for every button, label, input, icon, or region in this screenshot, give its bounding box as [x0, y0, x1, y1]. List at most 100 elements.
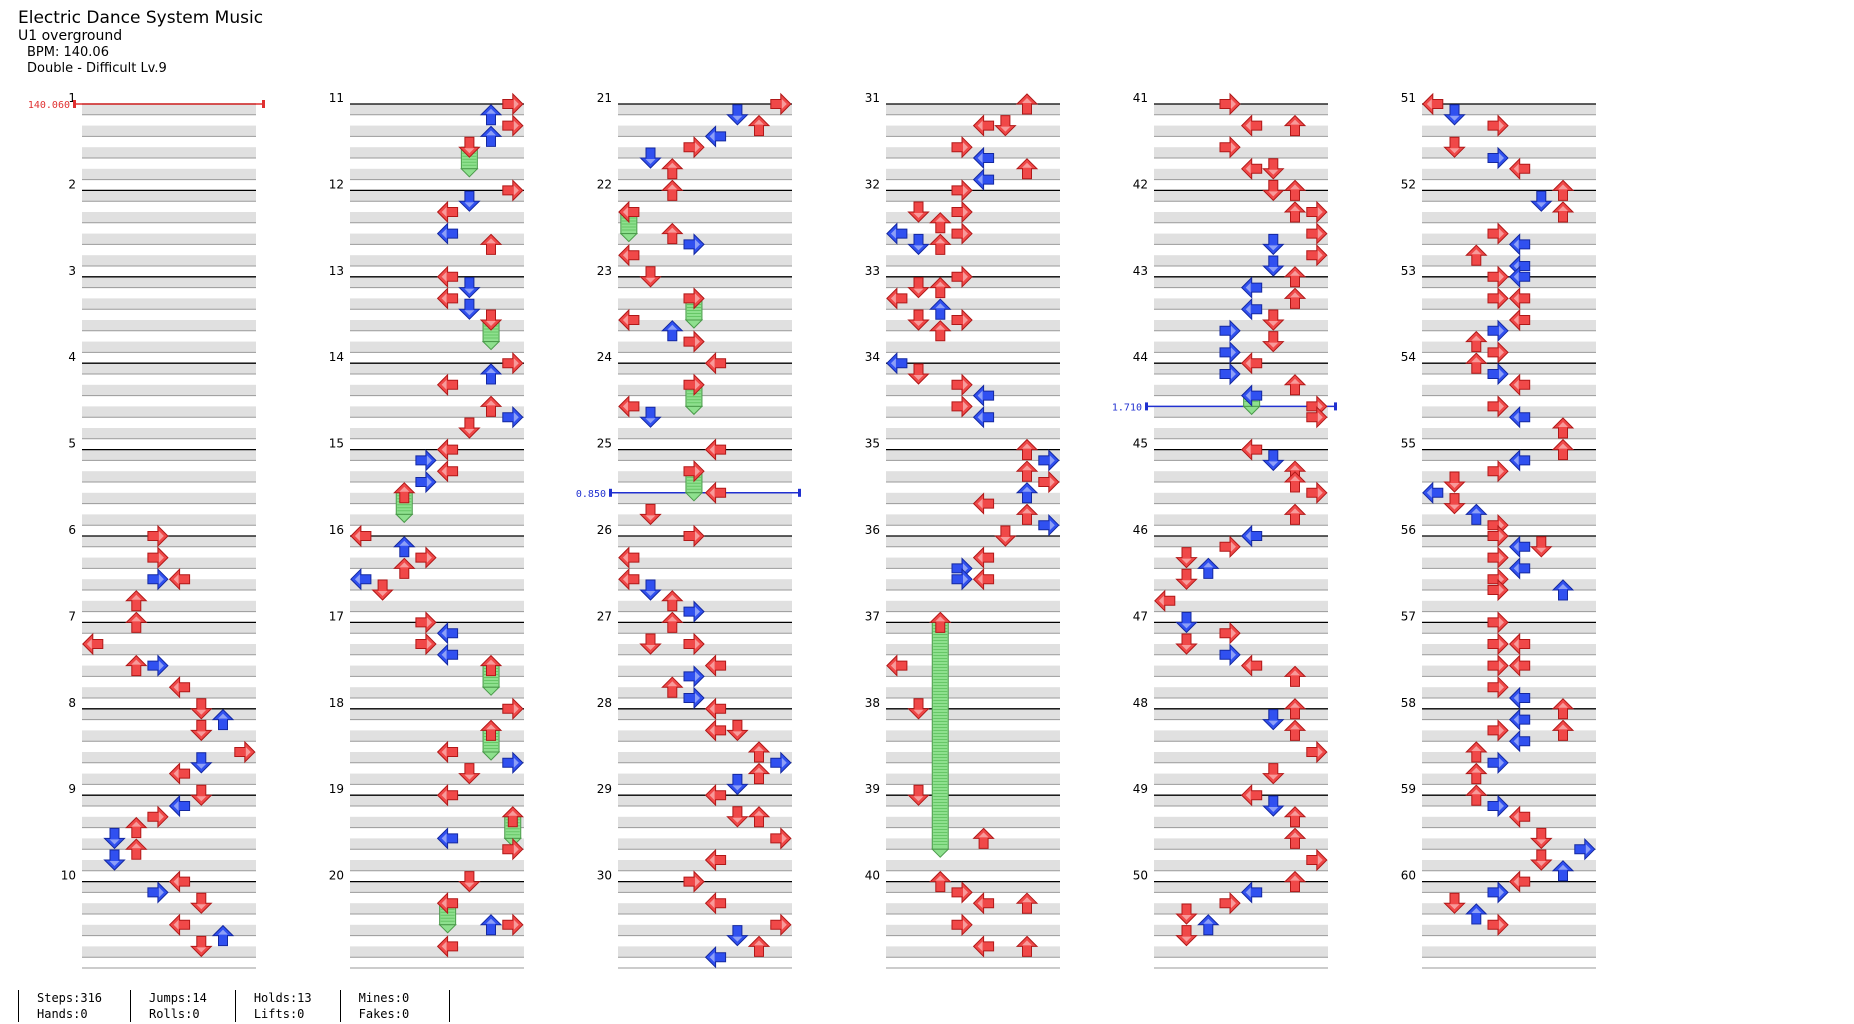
arrow-note-icon: [618, 243, 640, 267]
beat-band: [1154, 471, 1328, 482]
arrow-note-icon: [704, 719, 727, 742]
beat-band: [350, 363, 524, 374]
arrow-note-icon: [436, 265, 459, 289]
beat-band: [886, 838, 1060, 850]
measure-number: 21: [597, 91, 612, 105]
measure-number: 48: [1133, 696, 1148, 710]
beat-band: [350, 752, 524, 763]
arrow-note-icon: [683, 524, 705, 548]
beat-band: [618, 212, 792, 223]
arrow-note-icon: [458, 190, 481, 212]
beat-band: [82, 449, 256, 461]
arrow-note-icon: [618, 308, 640, 332]
beat-band: [350, 903, 524, 914]
arrow-note-icon: [1240, 157, 1263, 181]
arrow-note-icon: [168, 794, 191, 818]
beat-band: [82, 708, 256, 720]
arrow-note-icon: [1283, 806, 1307, 828]
beat-band: [1422, 536, 1596, 547]
arrow-note-icon: [1262, 179, 1285, 202]
beat-band: [618, 665, 792, 677]
measure-number: 10: [61, 869, 76, 883]
beat-band: [82, 665, 256, 677]
arrow-note-icon: [1219, 643, 1241, 667]
beat-band: [1422, 363, 1596, 374]
beat-band: [1154, 816, 1328, 828]
beat-band: [82, 363, 256, 374]
beat-band: [618, 514, 792, 526]
beat-band: [1154, 255, 1328, 266]
beat-band: [618, 428, 792, 439]
measure-number: 43: [1133, 264, 1148, 278]
measure-number: 51: [1401, 91, 1416, 105]
arrow-note-icon: [168, 762, 191, 785]
arrow-note-icon: [1508, 805, 1531, 829]
beat-band: [82, 125, 256, 137]
beat-band: [1422, 860, 1596, 871]
arrow-note-icon: [436, 459, 459, 483]
arrow-note-icon: [1175, 611, 1198, 634]
arrow-note-icon: [886, 351, 908, 375]
arrow-note-icon: [436, 935, 459, 958]
arrow-note-icon: [951, 881, 973, 904]
beat-band: [82, 644, 256, 655]
arrow-note-icon: [1219, 135, 1241, 159]
beat-band: [1422, 622, 1596, 634]
beat-band: [82, 752, 256, 763]
arrow-note-icon: [502, 913, 524, 937]
arrow-note-icon: [1283, 266, 1307, 288]
beat-band: [1422, 579, 1596, 590]
arrow-note-icon: [951, 200, 973, 224]
beat-band: [82, 579, 256, 590]
arrow-note-icon: [502, 837, 524, 861]
measure-number: 41: [1133, 91, 1148, 105]
beat-band: [1154, 514, 1328, 526]
beat-band: [1422, 946, 1596, 958]
arrow-note-icon: [951, 373, 973, 397]
beat-band: [82, 600, 256, 612]
arrow-note-icon: [618, 395, 640, 418]
arrow-note-icon: [1508, 308, 1531, 332]
arrow-note-icon: [907, 201, 930, 223]
arrow-note-icon: [1508, 654, 1531, 677]
arrow-note-icon: [683, 665, 705, 688]
beat-band: [1422, 212, 1596, 223]
arrow-note-icon: [415, 546, 437, 569]
beat-band: [350, 881, 524, 893]
measure-number: 53: [1401, 264, 1416, 278]
arrow-note-icon: [618, 567, 640, 591]
arrow-note-icon: [1262, 795, 1285, 817]
arrow-note-icon: [502, 351, 524, 375]
beat-band: [350, 536, 524, 547]
beat-band: [350, 687, 524, 698]
beat-band: [350, 125, 524, 137]
beat-band: [1154, 233, 1328, 245]
beat-band: [1422, 687, 1596, 698]
arrow-note-icon: [1015, 438, 1039, 461]
arrow-note-icon: [1422, 481, 1444, 505]
arrow-note-icon: [683, 600, 705, 623]
arrow-note-icon: [1306, 200, 1328, 224]
stat-fakes: Fakes:0: [358, 1007, 410, 1021]
arrow-note-icon: [726, 104, 749, 126]
beat-band: [618, 320, 792, 331]
arrow-note-icon: [1015, 482, 1039, 504]
beat-band: [618, 255, 792, 266]
arrow-note-icon: [1508, 870, 1531, 893]
beat-band: [1154, 320, 1328, 331]
beat-band: [618, 708, 792, 720]
arrow-note-icon: [1487, 341, 1509, 364]
arrow-note-icon: [1487, 751, 1509, 775]
arrow-note-icon: [951, 222, 973, 245]
beat-band: [886, 946, 1060, 958]
beat-band: [82, 730, 256, 742]
arrow-note-icon: [1551, 179, 1575, 201]
beat-band: [618, 600, 792, 612]
arrow-note-icon: [747, 762, 771, 785]
beat-band: [350, 924, 524, 936]
beat-band: [82, 903, 256, 914]
difficulty-label: Double - Difficult Lv.9: [27, 60, 167, 76]
marker-label: 140.060: [28, 100, 70, 111]
arrow-note-icon: [661, 676, 684, 698]
beat-band: [1154, 708, 1328, 720]
